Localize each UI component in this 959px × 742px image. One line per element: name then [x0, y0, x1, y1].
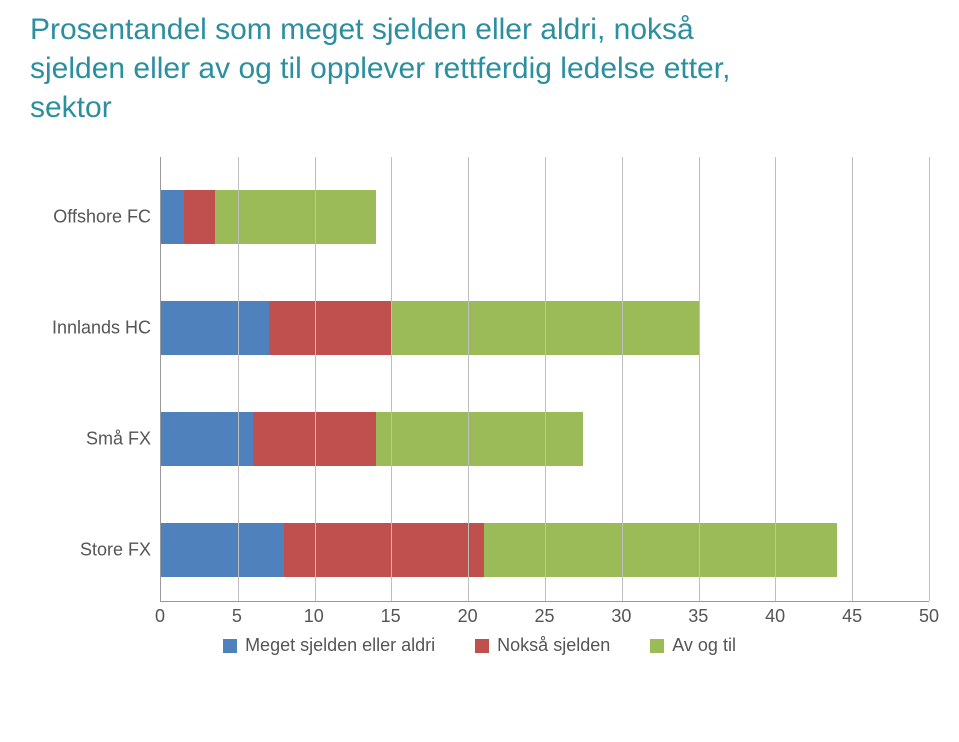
bar-segment — [376, 412, 583, 466]
gridline — [468, 157, 469, 601]
chart-legend: Meget sjelden eller aldri Nokså sjelden Av… — [30, 635, 929, 656]
bar-segment — [161, 412, 253, 466]
x-axis-ticks: 05101520253035404550 — [160, 602, 929, 627]
x-axis-tick-label: 10 — [304, 606, 324, 627]
title-line-2: sjelden eller av og til opplever rettfer… — [30, 52, 730, 85]
x-axis-tick-label: 15 — [381, 606, 401, 627]
legend-label: Meget sjelden eller aldri — [245, 635, 435, 656]
legend-swatch — [650, 639, 664, 653]
title-line-3: sektor — [30, 91, 112, 124]
gridline — [545, 157, 546, 601]
bar-segment — [161, 523, 284, 577]
gridline — [315, 157, 316, 601]
legend-label: Nokså sjelden — [497, 635, 610, 656]
bar-segment — [484, 523, 837, 577]
x-axis-tick-label: 5 — [232, 606, 242, 627]
bar-segment — [184, 190, 215, 244]
legend-item: Nokså sjelden — [475, 635, 610, 656]
gridline — [929, 157, 930, 601]
gridline — [622, 157, 623, 601]
legend-item: Av og til — [650, 635, 736, 656]
legend-item: Meget sjelden eller aldri — [223, 635, 435, 656]
x-axis-tick-label: 20 — [458, 606, 478, 627]
x-axis-tick-label: 40 — [765, 606, 785, 627]
legend-swatch — [475, 639, 489, 653]
y-axis-label: Små FX — [31, 428, 151, 449]
x-axis-tick-label: 35 — [688, 606, 708, 627]
gridline — [775, 157, 776, 601]
legend-label: Av og til — [672, 635, 736, 656]
bar-segment — [215, 190, 376, 244]
legend-swatch — [223, 639, 237, 653]
plot-area: Offshore FCInnlands HCSmå FXStore FX — [160, 157, 929, 602]
page-title: Prosentandel som meget sjelden eller ald… — [30, 10, 929, 127]
gridline — [391, 157, 392, 601]
bar-segment — [269, 301, 392, 355]
y-axis-label: Innlands HC — [31, 317, 151, 338]
stacked-bar-chart: Offshore FCInnlands HCSmå FXStore FX 051… — [30, 157, 929, 656]
gridline — [852, 157, 853, 601]
x-axis-tick-label: 50 — [919, 606, 939, 627]
x-axis-tick-label: 25 — [534, 606, 554, 627]
y-axis-label: Store FX — [31, 539, 151, 560]
x-axis-tick-label: 0 — [155, 606, 165, 627]
bar-segment — [161, 190, 184, 244]
title-line-1: Prosentandel som meget sjelden eller ald… — [30, 13, 694, 46]
x-axis-tick-label: 30 — [611, 606, 631, 627]
gridline — [699, 157, 700, 601]
x-axis-tick-label: 45 — [842, 606, 862, 627]
bar-segment — [161, 301, 269, 355]
y-axis-label: Offshore FC — [31, 206, 151, 227]
gridline — [238, 157, 239, 601]
